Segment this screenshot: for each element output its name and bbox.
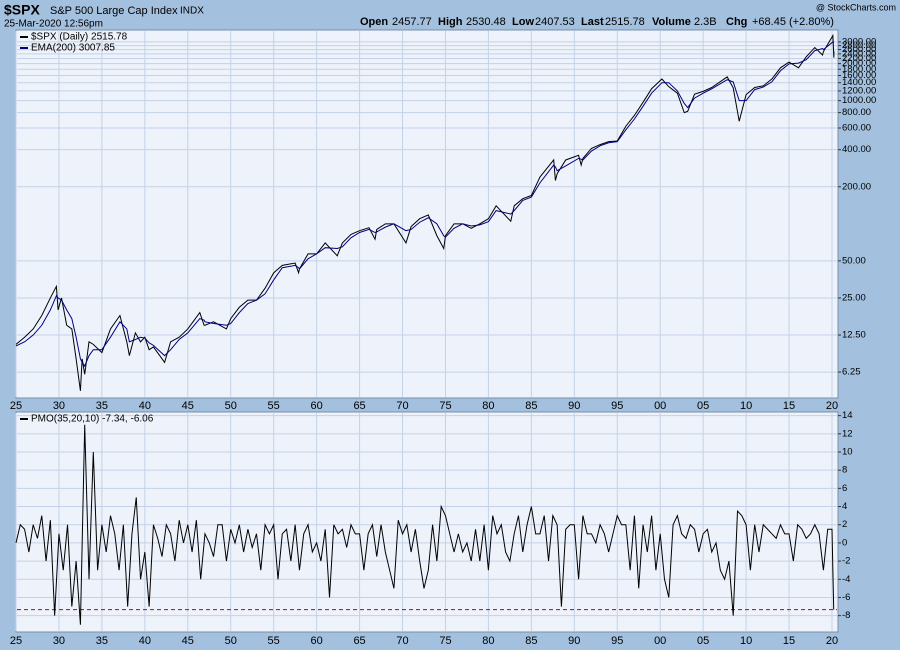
y-tick-label: 8: [842, 465, 847, 476]
exchange: INDX: [180, 6, 204, 17]
x-tick-label: 10: [740, 400, 752, 412]
x-tick-label: 25: [10, 635, 22, 647]
x-tick-label: 90: [568, 400, 580, 412]
x-tick-label: 75: [439, 400, 451, 412]
y-tick-label: 25.00: [842, 292, 866, 303]
y-tick-label: 400.00: [842, 144, 871, 155]
x-tick-label: 60: [311, 635, 323, 647]
legend-label: PMO(35,20,10) -7.34, -6.06: [31, 414, 154, 425]
x-tick-label: 80: [482, 635, 494, 647]
high: 2530.48: [466, 16, 506, 28]
open-label: Open: [360, 16, 388, 28]
x-tick-label: 50: [225, 400, 237, 412]
x-tick-label: 35: [96, 400, 108, 412]
y-tick-label: 1000.00: [842, 95, 876, 106]
x-tick-label: 05: [697, 400, 709, 412]
x-tick-label: 55: [268, 400, 280, 412]
x-tick-label: 20: [826, 400, 838, 412]
chg-label: Chg: [726, 16, 747, 28]
pmo-panel: [15, 411, 839, 633]
y-tick-label: 1800.00: [842, 64, 876, 75]
series-line: [15, 424, 835, 625]
x-tick-label: 85: [525, 400, 537, 412]
x-tick-label: 55: [268, 635, 280, 647]
high-label: High: [438, 16, 463, 28]
x-tick-label: 15: [783, 400, 795, 412]
y-tick-label: 12: [842, 428, 853, 439]
last: 2515.78: [605, 16, 645, 28]
y-tick-label: -4: [842, 574, 850, 585]
y-tick-label: 3000.00: [842, 36, 876, 47]
x-tick-label: 85: [525, 635, 537, 647]
y-tick-label: 1200.00: [842, 85, 876, 96]
y-tick-label: 2600.00: [842, 44, 876, 55]
y-tick-label: 6: [842, 483, 847, 494]
y-tick-label: -6: [842, 592, 850, 603]
low-label: Low: [512, 16, 534, 28]
x-tick-label: 60: [311, 400, 323, 412]
y-tick-label: 14: [842, 410, 853, 421]
symbol: $SPX: [4, 2, 40, 18]
x-tick-label: 15: [783, 635, 795, 647]
y-tick-label: 600.00: [842, 123, 871, 134]
y-tick-label: 2: [842, 519, 847, 530]
series-line: [15, 41, 835, 368]
y-tick-label: 2800.00: [842, 40, 876, 51]
x-tick-label: 70: [396, 635, 408, 647]
x-tick-label: 95: [611, 400, 623, 412]
y-tick-label: 800.00: [842, 107, 871, 118]
chg: +68.45 (+2.80%): [752, 16, 834, 28]
x-tick-label: 40: [139, 635, 151, 647]
x-tick-label: 80: [482, 400, 494, 412]
date: 25-Mar-2020 12:56pm: [4, 19, 103, 30]
volume-label: Volume: [652, 16, 691, 28]
y-tick-label: 1400.00: [842, 77, 876, 88]
volume: 2.3B: [694, 16, 717, 28]
x-tick-label: 50: [225, 635, 237, 647]
legend-label: EMA(200) 3007.85: [31, 43, 115, 54]
y-tick-label: 200.00: [842, 181, 871, 192]
x-tick-label: 65: [353, 400, 365, 412]
y-tick-label: 10: [842, 447, 853, 458]
x-tick-label: 45: [182, 400, 194, 412]
x-tick-label: 75: [439, 635, 451, 647]
x-tick-label: 40: [139, 400, 151, 412]
x-tick-label: 20: [826, 635, 838, 647]
series-line: [15, 33, 835, 391]
y-tick-label: 0: [842, 537, 847, 548]
y-tick-label: 12.50: [842, 330, 866, 341]
x-tick-label: 65: [353, 635, 365, 647]
y-tick-label: -8: [842, 610, 850, 621]
y-tick-label: 6.25: [842, 367, 861, 378]
y-tick-label: 2400.00: [842, 48, 876, 59]
x-tick-label: 90: [568, 635, 580, 647]
x-tick-label: 70: [396, 400, 408, 412]
y-tick-label: 50.00: [842, 255, 866, 266]
y-tick-label: -2: [842, 556, 850, 567]
x-tick-label: 35: [96, 635, 108, 647]
y-tick-label: 4: [842, 501, 847, 512]
low: 2407.53: [535, 16, 575, 28]
x-tick-label: 95: [611, 635, 623, 647]
x-tick-label: 30: [53, 635, 65, 647]
legend-label: $SPX (Daily) 2515.78: [31, 32, 128, 43]
x-tick-label: 45: [182, 635, 194, 647]
x-tick-label: 30: [53, 400, 65, 412]
open: 2457.77: [392, 16, 432, 28]
y-tick-label: 1600.00: [842, 70, 876, 81]
x-tick-label: 00: [654, 400, 666, 412]
last-label: Last: [581, 16, 604, 28]
x-tick-label: 05: [697, 635, 709, 647]
x-tick-label: 00: [654, 635, 666, 647]
credit: @ StockCharts.com: [816, 2, 896, 12]
x-tick-label: 10: [740, 635, 752, 647]
y-tick-label: 2000.00: [842, 58, 876, 69]
y-tick-label: 2200.00: [842, 53, 876, 64]
x-tick-label: 25: [10, 400, 22, 412]
index-name: S&P 500 Large Cap Index: [50, 5, 178, 17]
